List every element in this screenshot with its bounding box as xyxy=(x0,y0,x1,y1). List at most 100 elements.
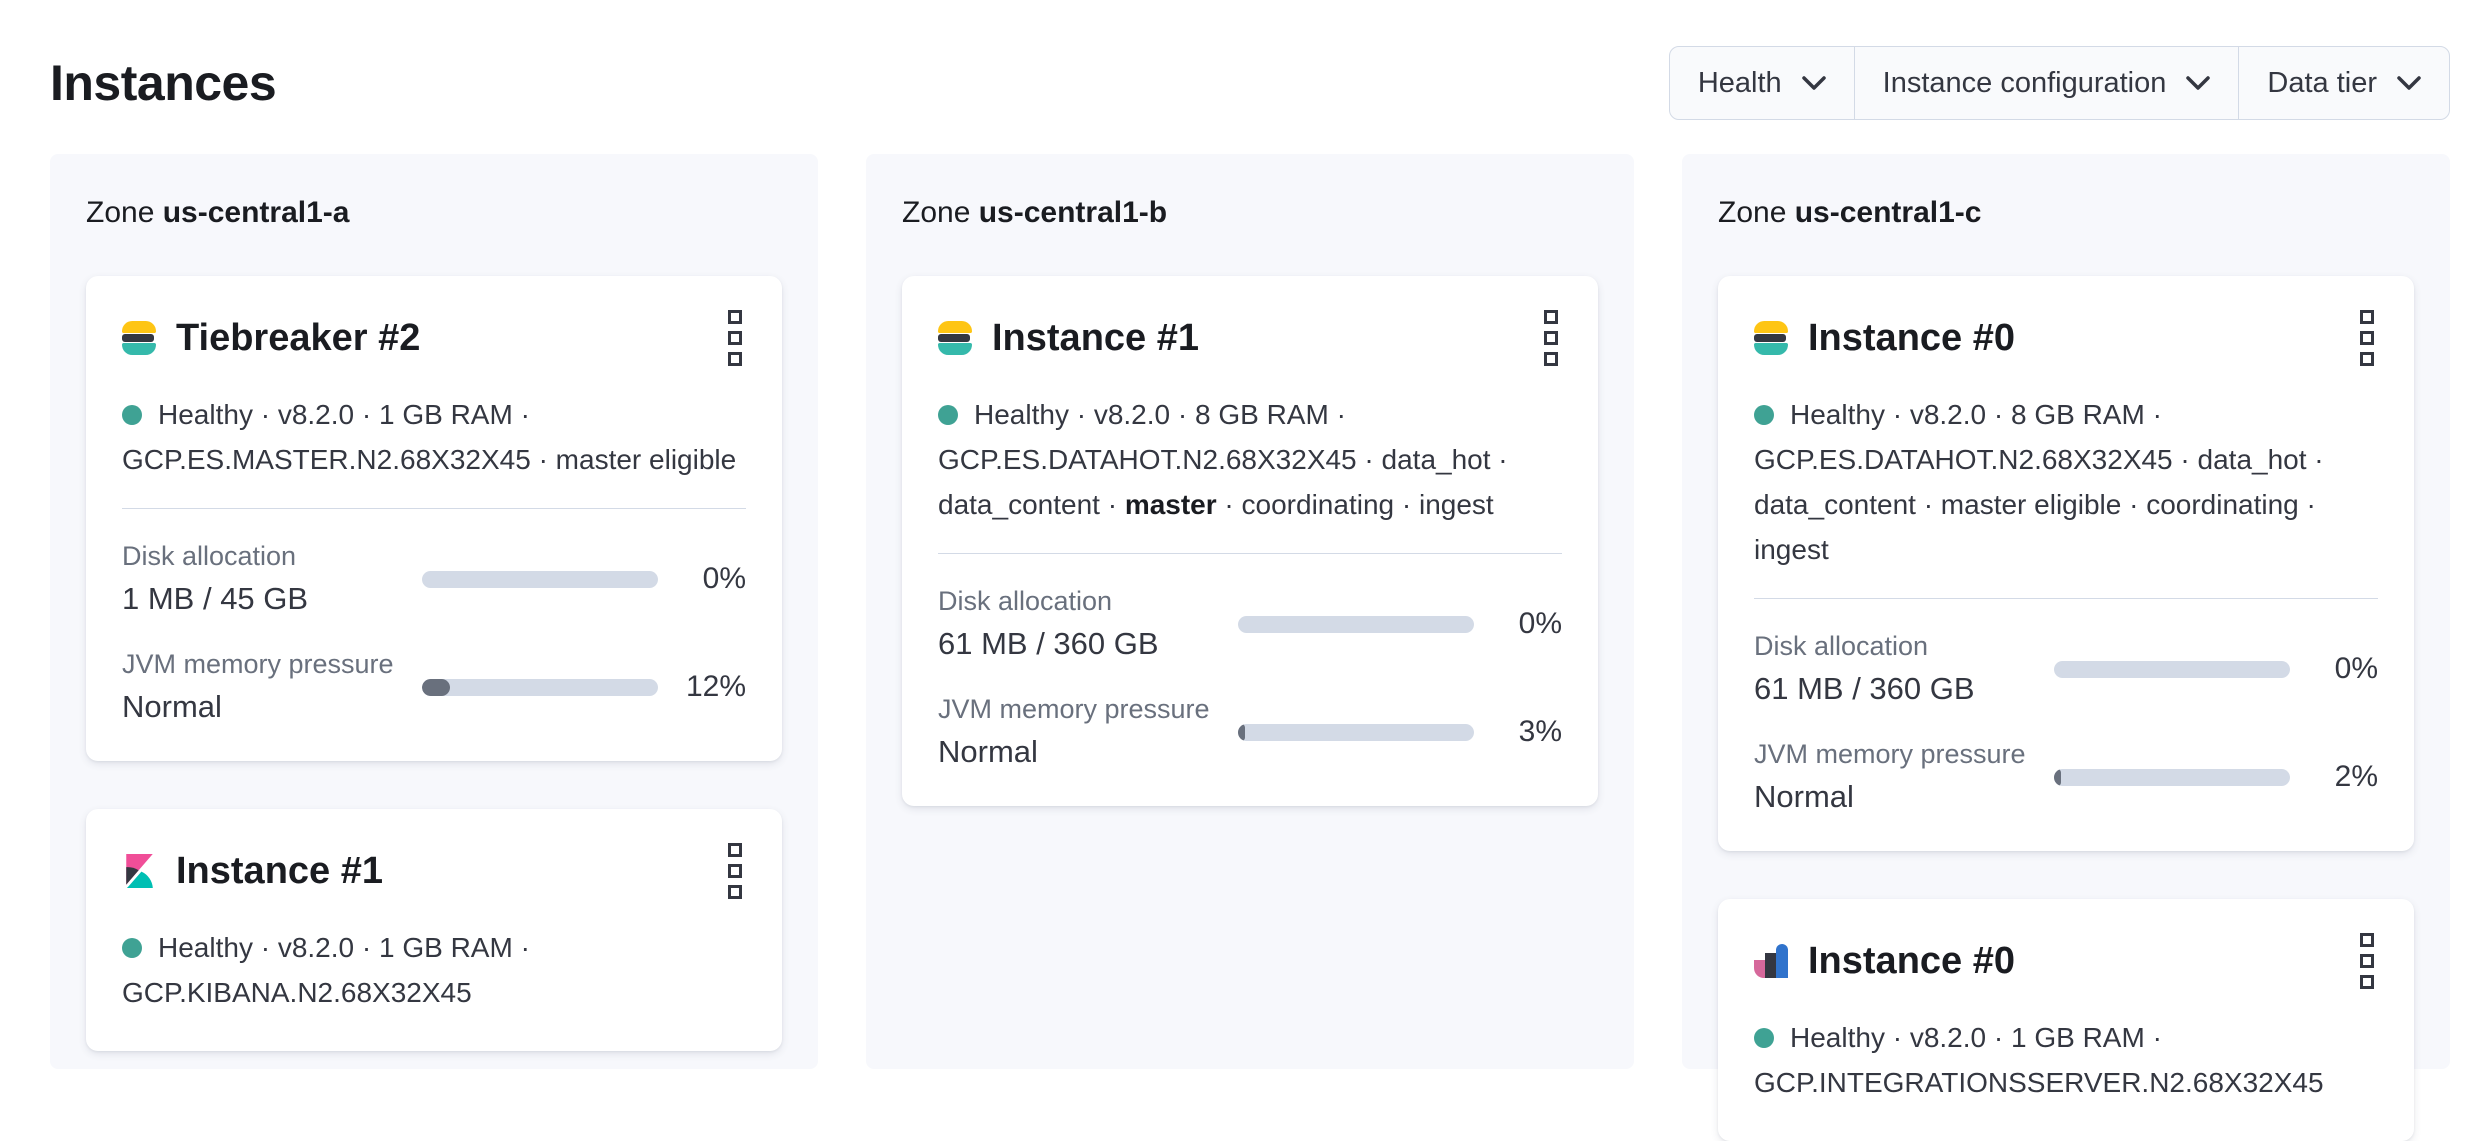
disk-allocation-value: 1 MB / 45 GB xyxy=(122,581,309,616)
card-header: Instance #1 xyxy=(122,839,746,903)
instance-status: Healthy · v8.2.0 · 1 GB RAM · GCP.KIBANA… xyxy=(122,925,746,1015)
jvm-pressure-bar xyxy=(422,678,658,696)
disk-allocation-bar xyxy=(1238,615,1474,633)
disk-allocation-value: 61 MB / 360 GB xyxy=(1754,671,1975,706)
status-text: Healthy · v8.2.0 · 1 GB RAM · xyxy=(158,932,530,963)
status-line-1: Healthy · v8.2.0 · 1 GB RAM · xyxy=(122,925,746,970)
jvm-pressure-value: Normal xyxy=(122,689,222,724)
metric-info: Disk allocation 1 MB / 45 GB xyxy=(122,541,422,617)
metric-info: JVM memory pressure Normal xyxy=(938,694,1238,770)
chevron-down-icon xyxy=(2397,75,2421,90)
card-header: Tiebreaker #2 xyxy=(122,306,746,370)
jvm-pressure-percent: 2% xyxy=(2334,760,2378,793)
status-line-1: Healthy · v8.2.0 · 8 GB RAM · xyxy=(1754,392,2378,437)
jvm-pressure-value: Normal xyxy=(938,734,1038,769)
disk-allocation-metric: Disk allocation 1 MB / 45 GB 0% xyxy=(122,541,746,617)
zone-panel-us-central1-b: Zone us-central1-b Instance #1 Healthy ·… xyxy=(866,154,1634,1069)
jvm-pressure-percent: 12% xyxy=(685,670,746,703)
jvm-memory-pressure-metric: JVM memory pressure Normal 3% xyxy=(938,694,1562,770)
kebab-menu-icon[interactable] xyxy=(2356,306,2378,370)
card-divider xyxy=(938,553,1562,554)
bar-fill xyxy=(2054,768,2061,786)
zone-label-prefix: Zone xyxy=(902,196,971,229)
zone-panel-us-central1-c: Zone us-central1-c Instance #0 Healthy ·… xyxy=(1682,154,2450,1141)
kebab-menu-icon[interactable] xyxy=(724,306,746,370)
health-status-dot xyxy=(1754,405,1774,425)
disk-allocation-metric: Disk allocation 61 MB / 360 GB 0% xyxy=(1754,631,2378,707)
filter-data-tier-label: Data tier xyxy=(2267,66,2377,99)
filter-instance-configuration-label: Instance configuration xyxy=(1882,66,2167,99)
jvm-pressure-bar xyxy=(2054,768,2290,786)
status-line-1: Healthy · v8.2.0 · 1 GB RAM · xyxy=(122,392,746,437)
status-text: Healthy · v8.2.0 · 8 GB RAM · xyxy=(1790,399,2162,430)
elasticsearch-logo xyxy=(1754,321,1788,355)
es-logo-top-band xyxy=(938,321,972,333)
instance-status: Healthy · v8.2.0 · 1 GB RAM · GCP.ES.MAS… xyxy=(122,392,746,482)
disk-allocation-label: Disk allocation xyxy=(122,541,297,571)
filter-data-tier-button[interactable]: Data tier xyxy=(2239,47,2449,119)
card-header: Instance #0 xyxy=(1754,306,2378,370)
integrations-logo-dark-bar xyxy=(1765,953,1776,978)
es-logo-top-band xyxy=(122,321,156,333)
bar-fill xyxy=(1238,723,1246,741)
zone-name: us-central1-c xyxy=(1794,196,1982,229)
filter-health-button[interactable]: Health xyxy=(1670,47,1855,119)
jvm-pressure-label: JVM memory pressure xyxy=(1754,739,2026,769)
card-divider xyxy=(1754,598,2378,599)
metric-info: Disk allocation 61 MB / 360 GB xyxy=(1754,631,2054,707)
health-status-dot xyxy=(122,405,142,425)
status-text-bold: master xyxy=(1124,489,1217,520)
status-line-2: GCP.ES.MASTER.N2.68X32X45 · master eligi… xyxy=(122,444,737,475)
disk-allocation-label: Disk allocation xyxy=(1754,631,1929,661)
page-title: Instances xyxy=(50,55,277,111)
es-logo-middle-band xyxy=(1754,334,1786,342)
kebab-menu-icon[interactable] xyxy=(724,839,746,903)
es-logo-middle-band xyxy=(938,334,970,342)
instance-status: Healthy · v8.2.0 · 1 GB RAM · GCP.INTEGR… xyxy=(1754,1015,2378,1105)
kebab-menu-icon[interactable] xyxy=(1540,306,1562,370)
zone-name: us-central1-b xyxy=(978,196,1168,229)
health-status-dot xyxy=(938,405,958,425)
page-header: Instances Health Instance configuration … xyxy=(0,0,2490,120)
kibana-logo xyxy=(126,854,153,888)
status-line-2: GCP.ES.DATAHOT.N2.68X32X45 · data_hot · xyxy=(938,444,1508,475)
es-logo-middle-band xyxy=(122,334,154,342)
instance-card-es-1: Instance #1 Healthy · v8.2.0 · 8 GB RAM … xyxy=(902,276,1598,806)
status-line-2: GCP.INTEGRATIONSSERVER.N2.68X32X45 xyxy=(1754,1067,2324,1098)
zone-label: Zone us-central1-a xyxy=(86,196,782,230)
status-text: data_content · master eligible · coordin… xyxy=(1754,489,2316,565)
instance-title: Instance #0 xyxy=(1808,939,2015,982)
card-header: Instance #0 xyxy=(1754,929,2378,993)
es-logo-bottom-band xyxy=(122,343,156,355)
disk-allocation-percent: 0% xyxy=(1518,607,1562,640)
filter-group: Health Instance configuration Data tier xyxy=(1668,46,2450,120)
jvm-pressure-value: Normal xyxy=(1754,779,1854,814)
status-line-1: Healthy · v8.2.0 · 1 GB RAM · xyxy=(1754,1015,2378,1060)
status-line-2: GCP.ES.DATAHOT.N2.68X32X45 · data_hot · xyxy=(1754,444,2324,475)
es-logo-bottom-band xyxy=(1754,343,1788,355)
chevron-down-icon xyxy=(1801,75,1826,90)
metric-info: Disk allocation 61 MB / 360 GB xyxy=(938,586,1238,662)
metric-info: JVM memory pressure Normal xyxy=(122,649,422,725)
card-divider xyxy=(122,508,746,509)
filter-instance-configuration-button[interactable]: Instance configuration xyxy=(1855,47,2240,119)
instance-status: Healthy · v8.2.0 · 8 GB RAM · GCP.ES.DAT… xyxy=(938,392,1562,527)
status-text: data_content · xyxy=(938,489,1125,520)
instance-title: Tiebreaker #2 xyxy=(176,316,421,359)
es-logo-bottom-band xyxy=(938,343,972,355)
status-line-3: data_content · master eligible · coordin… xyxy=(1754,482,2378,572)
jvm-pressure-label: JVM memory pressure xyxy=(938,694,1210,724)
instance-title: Instance #0 xyxy=(1808,316,2015,359)
instance-card-kibana-1: Instance #1 Healthy · v8.2.0 · 1 GB RAM … xyxy=(86,809,782,1051)
card-header: Instance #1 xyxy=(938,306,1562,370)
zones-container: Zone us-central1-a Tiebreaker #2 Healthy… xyxy=(0,120,2490,1141)
zone-label: Zone us-central1-b xyxy=(902,196,1598,230)
kebab-menu-icon[interactable] xyxy=(2356,929,2378,993)
disk-allocation-label: Disk allocation xyxy=(938,586,1113,616)
status-text: Healthy · v8.2.0 · 8 GB RAM · xyxy=(974,399,1346,430)
es-logo-top-band xyxy=(1754,321,1788,333)
status-line-1: Healthy · v8.2.0 · 8 GB RAM · xyxy=(938,392,1562,437)
elasticsearch-logo xyxy=(122,321,156,355)
jvm-memory-pressure-metric: JVM memory pressure Normal 2% xyxy=(1754,739,2378,815)
jvm-pressure-bar xyxy=(1238,723,1474,741)
